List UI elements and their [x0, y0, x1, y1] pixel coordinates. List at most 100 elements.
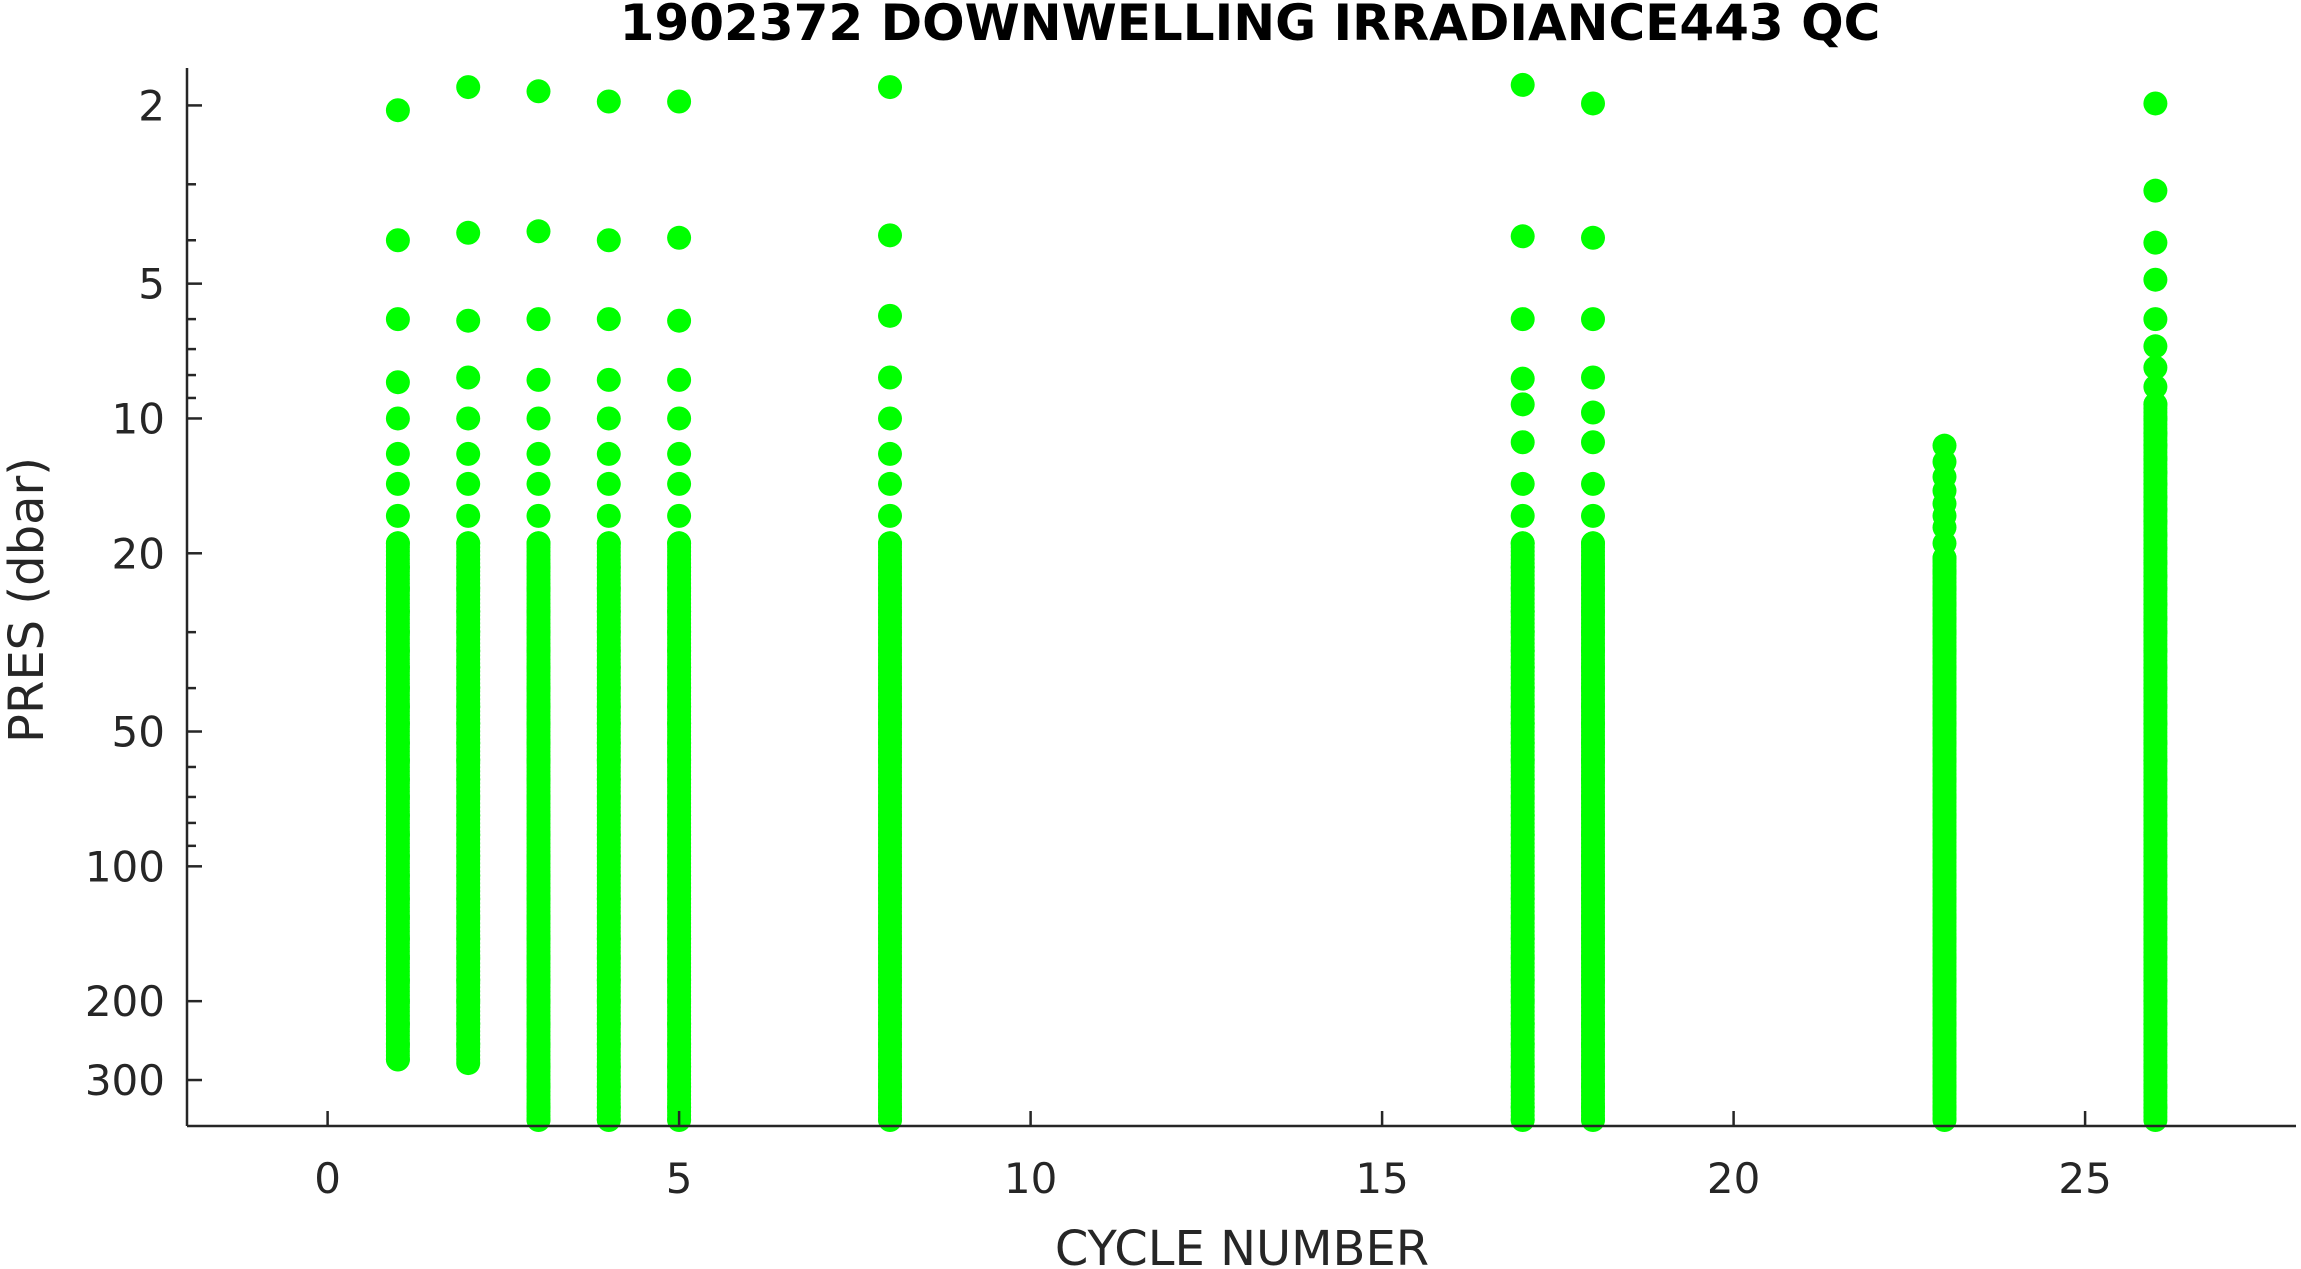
x-tick-label: 10 — [1004, 1154, 1057, 1203]
y-axis-label: PRES (dbar) — [0, 457, 55, 743]
y-tick-label: 200 — [85, 977, 165, 1026]
y-tick-label: 20 — [112, 529, 165, 578]
profile-cycle-18 — [1581, 91, 1605, 1132]
x-tick-label: 20 — [1707, 1154, 1760, 1203]
data-point — [596, 406, 621, 431]
x-tick-label: 25 — [2058, 1154, 2111, 1203]
data-point — [385, 441, 410, 466]
data-point — [1510, 224, 1535, 249]
data-point — [456, 471, 481, 496]
data-point — [1510, 392, 1535, 417]
profile-cycle-4 — [596, 89, 621, 1132]
data-point — [667, 225, 692, 250]
y-tick-label: 300 — [85, 1056, 165, 1105]
data-point — [1581, 503, 1605, 528]
data-point — [1581, 365, 1605, 390]
profile-cycle-26 — [2143, 91, 2168, 1132]
data-point — [2143, 178, 2168, 203]
data-point — [526, 1107, 551, 1132]
data-point — [456, 406, 481, 431]
data-point — [526, 307, 551, 332]
data-point — [667, 89, 692, 114]
profile-cycle-17 — [1510, 72, 1535, 1132]
data-point — [526, 441, 551, 466]
y-axis-ticks: 2 5 10 20 50 100 200 300 — [85, 81, 202, 1105]
data-point — [1510, 430, 1535, 455]
y-tick-label: 100 — [85, 842, 165, 891]
data-point — [878, 223, 902, 248]
data-point — [596, 503, 621, 528]
data-point — [878, 406, 902, 431]
data-point — [596, 1107, 621, 1132]
profile-cycle-3 — [526, 79, 551, 1132]
profile-cycle-1 — [385, 98, 410, 1072]
data-point — [1510, 307, 1535, 332]
data-point — [385, 503, 410, 528]
data-point — [456, 503, 481, 528]
data-point — [596, 471, 621, 496]
data-point — [2143, 267, 2168, 292]
data-point — [385, 1047, 410, 1072]
y-tick-label: 10 — [112, 394, 165, 443]
data-point — [1581, 225, 1605, 250]
data-point — [456, 308, 481, 333]
data-point — [667, 471, 692, 496]
data-point — [456, 441, 481, 466]
data-point — [526, 406, 551, 431]
data-point — [526, 471, 551, 496]
data-point — [1581, 1107, 1605, 1132]
data-point — [1510, 366, 1535, 391]
data-point — [385, 98, 410, 123]
data-point — [456, 75, 481, 100]
data-point — [596, 89, 621, 114]
data-point — [878, 471, 902, 496]
data-point — [878, 1107, 902, 1132]
data-point — [2143, 307, 2168, 332]
x-tick-label: 5 — [666, 1154, 693, 1203]
data-point — [1932, 1106, 1957, 1131]
data-point — [526, 367, 551, 392]
data-point — [1581, 91, 1605, 116]
x-tick-label: 15 — [1355, 1154, 1408, 1203]
data-point — [667, 441, 692, 466]
data-point — [878, 365, 902, 390]
data-point — [667, 503, 692, 528]
profile-cycle-23 — [1932, 433, 1957, 1132]
data-point — [878, 503, 902, 528]
data-point — [526, 79, 551, 104]
x-tick-label: 0 — [314, 1154, 341, 1203]
data-point — [385, 471, 410, 496]
data-point — [596, 367, 621, 392]
data-point — [878, 441, 902, 466]
y-tick-label: 5 — [138, 260, 165, 309]
data-point — [526, 503, 551, 528]
data-point — [1581, 400, 1605, 425]
data-points — [385, 72, 2168, 1132]
data-point — [385, 307, 410, 332]
profile-cycle-8 — [878, 75, 902, 1132]
data-point — [596, 441, 621, 466]
data-point — [2143, 374, 2168, 399]
x-axis-ticks: 0 5 10 15 20 25 — [314, 1111, 2112, 1203]
y-tick-label: 2 — [138, 81, 165, 130]
data-point — [456, 365, 481, 390]
data-point — [667, 406, 692, 431]
data-point — [1581, 430, 1605, 455]
data-point — [878, 75, 902, 100]
data-point — [1510, 503, 1535, 528]
data-point — [878, 303, 902, 328]
data-point — [1510, 471, 1535, 496]
data-point — [1510, 72, 1535, 97]
data-point — [667, 308, 692, 333]
data-point — [385, 228, 410, 253]
data-point — [456, 220, 481, 245]
data-point — [526, 219, 551, 244]
data-point — [596, 228, 621, 253]
data-point — [385, 406, 410, 431]
data-point — [596, 307, 621, 332]
chart-title: 1902372 DOWNWELLING IRRADIANCE443 QC — [620, 0, 1881, 52]
data-point — [2143, 91, 2168, 116]
data-point — [2143, 355, 2168, 380]
data-point — [2143, 334, 2168, 359]
